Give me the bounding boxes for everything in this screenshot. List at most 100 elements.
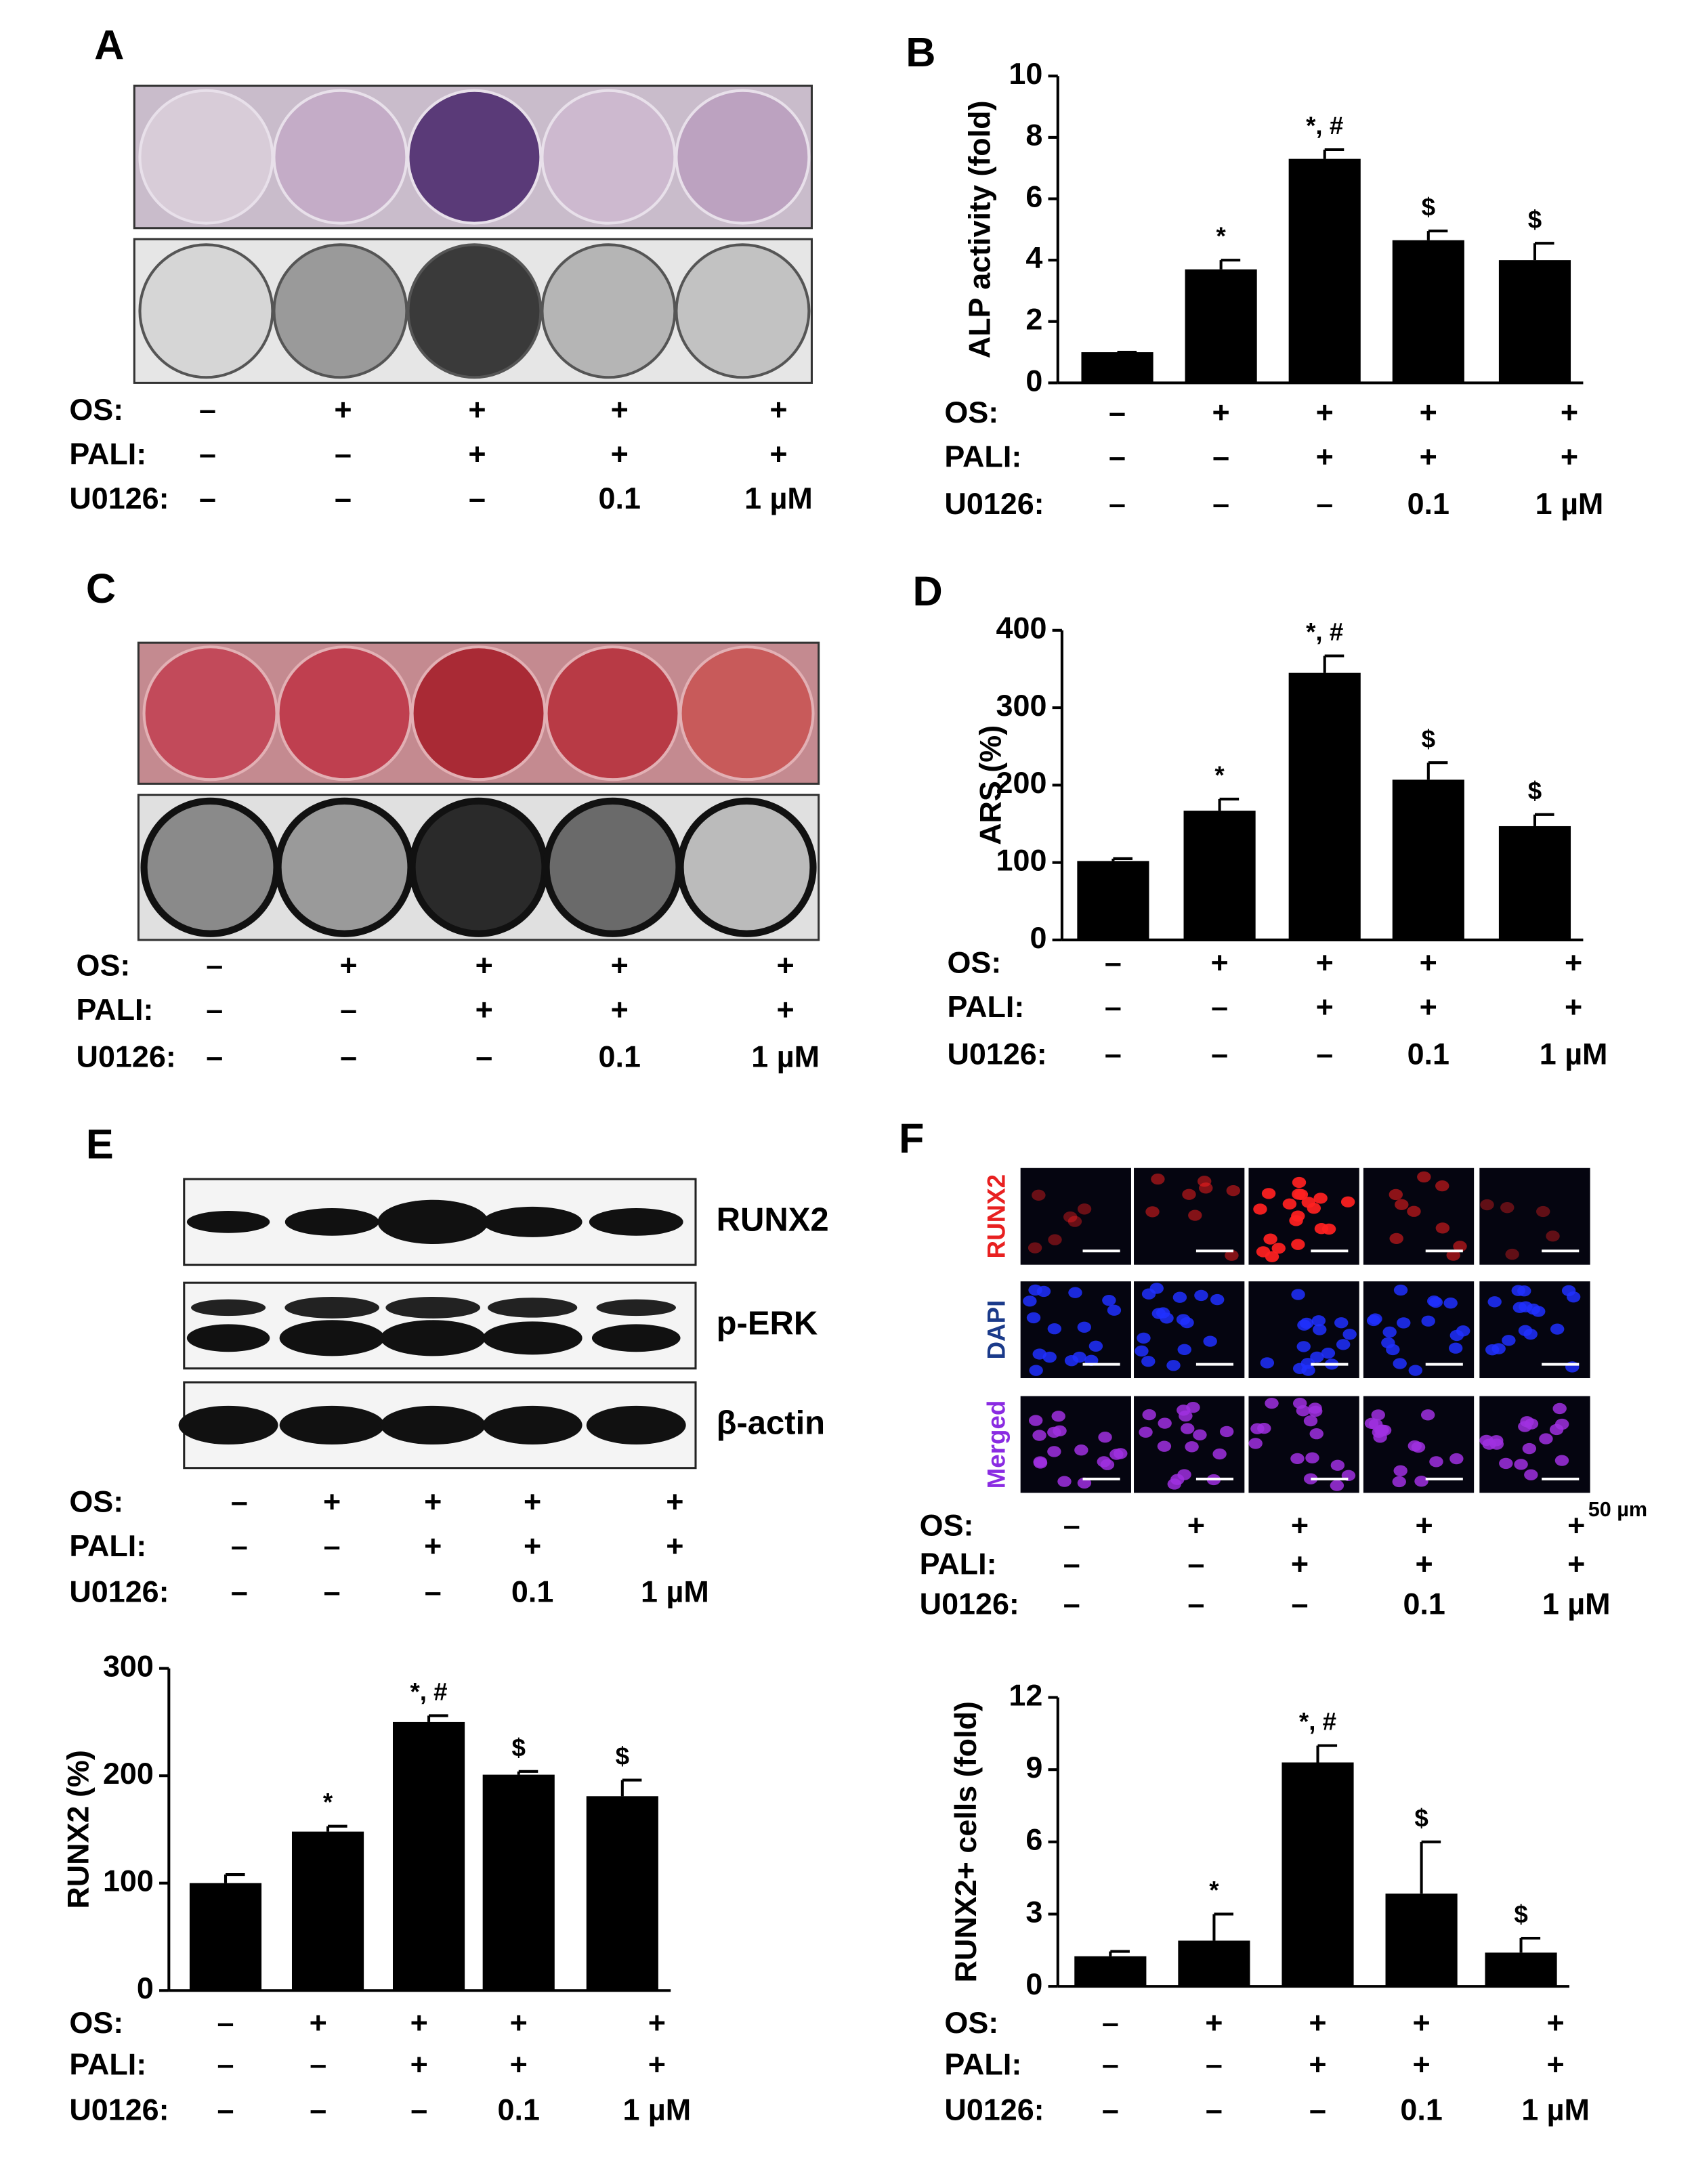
nucleus	[1446, 1249, 1460, 1261]
condition-value: –	[1187, 1546, 1204, 1581]
significance-label: $	[1528, 777, 1542, 805]
bar	[1385, 1893, 1458, 1987]
nucleus	[1077, 1203, 1092, 1215]
condition-value: –	[1102, 2005, 1119, 2040]
condition-value: +	[666, 1484, 683, 1519]
band	[586, 1405, 686, 1444]
band	[279, 1320, 385, 1356]
nucleus	[1305, 1452, 1319, 1463]
condition-value: –	[231, 1574, 248, 1608]
y-tick-label: 6	[1025, 1822, 1042, 1857]
condition-value: –	[1063, 1546, 1080, 1581]
nucleus	[1421, 1315, 1435, 1327]
y-tick-label: 0	[1030, 920, 1046, 955]
nucleus	[1386, 1344, 1400, 1356]
nucleus	[1480, 1199, 1494, 1211]
condition-value: +	[1420, 945, 1437, 980]
nucleus	[1308, 1403, 1322, 1414]
condition-value: +	[510, 2047, 528, 2081]
nucleus	[1414, 1476, 1428, 1487]
condition-value: –	[340, 992, 357, 1027]
condition-value: +	[1316, 395, 1334, 429]
condition-value: +	[340, 948, 358, 983]
condition-value: –	[199, 436, 216, 471]
nucleus	[1435, 1222, 1450, 1234]
band	[186, 1324, 270, 1352]
y-tick-label: 0	[137, 1971, 154, 2005]
y-tick-label: 200	[996, 765, 1047, 800]
y-tick-label: 400	[996, 611, 1047, 645]
y-axis-label: RUNX2+ cells (fold)	[948, 1701, 983, 1982]
nucleus	[1210, 1293, 1225, 1306]
bar	[1498, 260, 1571, 383]
nucleus	[1107, 1304, 1122, 1316]
well	[406, 243, 543, 379]
scale-label: 50 µm	[1588, 1498, 1647, 1521]
band	[482, 1405, 583, 1444]
nucleus	[1088, 1340, 1103, 1352]
nucleus	[1074, 1444, 1088, 1456]
significance-label: *	[1209, 1877, 1219, 1904]
condition-value: –	[1316, 1036, 1333, 1071]
y-tick-label: 200	[103, 1756, 154, 1791]
nucleus	[1047, 1323, 1062, 1335]
condition-label: OS:	[69, 1484, 123, 1519]
condition-value: +	[1567, 1507, 1585, 1542]
nucleus	[1026, 1312, 1041, 1324]
nucleus	[1137, 1332, 1151, 1344]
nucleus	[1033, 1456, 1047, 1468]
well	[679, 645, 815, 781]
nucleus	[1491, 1343, 1506, 1354]
nucleus	[1028, 1284, 1042, 1296]
nucleus	[1428, 1296, 1443, 1308]
nucleus	[1443, 1298, 1458, 1309]
band	[488, 1298, 578, 1318]
well	[274, 797, 415, 937]
condition-label: OS:	[69, 2005, 123, 2040]
condition-value: –	[425, 1574, 442, 1608]
nucleus	[1203, 1335, 1217, 1347]
nucleus	[1157, 1440, 1172, 1452]
bar	[189, 1883, 262, 1991]
nucleus	[1188, 1209, 1202, 1221]
nucleus	[1407, 1440, 1422, 1452]
nucleus	[1047, 1446, 1061, 1457]
bar	[1392, 779, 1464, 940]
nucleus	[1176, 1314, 1191, 1325]
nucleus	[1505, 1248, 1519, 1260]
nucleus	[1029, 1365, 1043, 1376]
nucleus	[1053, 1425, 1067, 1437]
nucleus	[1048, 1234, 1062, 1245]
band	[186, 1211, 270, 1233]
nucleus	[1181, 1423, 1195, 1434]
nucleus	[1393, 1465, 1407, 1476]
bar	[1074, 1956, 1147, 1987]
condition-value: +	[1565, 989, 1582, 1024]
condition-value: +	[310, 2005, 327, 2040]
condition-value: –	[335, 481, 352, 515]
condition-value: 0.1	[511, 1574, 553, 1608]
nucleus	[1072, 1351, 1086, 1363]
nucleus	[1193, 1429, 1207, 1440]
nucleus	[1539, 1433, 1553, 1444]
nucleus	[1392, 1476, 1406, 1488]
band	[482, 1321, 583, 1355]
condition-value: +	[611, 948, 629, 983]
y-tick-label: 4	[1025, 240, 1042, 275]
condition-value: –	[475, 1039, 492, 1073]
condition-value: +	[769, 436, 787, 471]
nucleus	[1141, 1356, 1156, 1367]
condition-label: PALI:	[947, 989, 1024, 1024]
bar	[1077, 861, 1149, 940]
nucleus	[1561, 1285, 1576, 1297]
condition-value: +	[648, 2047, 666, 2081]
condition-value: –	[206, 948, 223, 983]
condition-value: +	[334, 392, 352, 427]
condition-value: –	[1206, 2093, 1223, 2127]
well	[138, 243, 274, 379]
nucleus	[1389, 1189, 1403, 1201]
significance-label: *, #	[1299, 1708, 1336, 1736]
stain-label: Merged	[983, 1400, 1011, 1489]
condition-value: –	[1109, 440, 1126, 474]
significance-label: $	[1414, 1804, 1428, 1832]
